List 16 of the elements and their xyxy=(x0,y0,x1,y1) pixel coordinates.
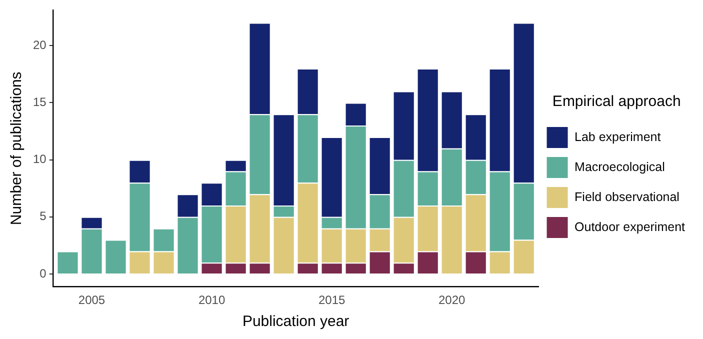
y-tick-label: 10 xyxy=(32,152,47,166)
legend-label: Lab experiment xyxy=(574,130,662,144)
y-tick-label: 20 xyxy=(32,38,47,52)
x-tick-label: 2005 xyxy=(78,293,106,308)
legend-label: Macroecological xyxy=(574,160,665,174)
x-tick-label: 2010 xyxy=(198,293,226,308)
x-axis-title: Publication year xyxy=(242,313,350,330)
legend-label: Field observational xyxy=(574,190,680,204)
y-tick-label: 15 xyxy=(32,95,47,110)
y-tick-label: 5 xyxy=(40,209,47,224)
legend-title: Empirical approach xyxy=(552,93,681,110)
legend-label: Outdoor experiment xyxy=(574,220,686,234)
y-axis-title: Number of publications xyxy=(8,72,26,226)
y-tick-label: 0 xyxy=(40,266,47,280)
x-tick-label: 2020 xyxy=(438,293,466,308)
x-tick-label: 2015 xyxy=(318,293,346,308)
